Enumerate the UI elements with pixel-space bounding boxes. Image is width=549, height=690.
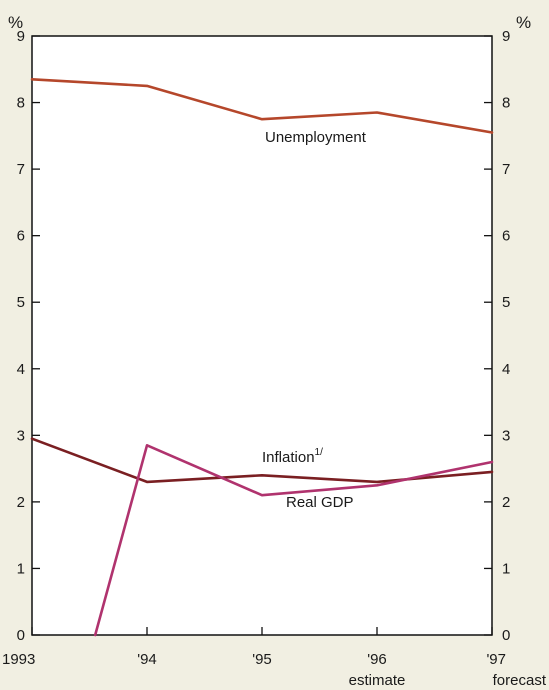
y-tick-label-left: 0: [17, 627, 25, 644]
y-tick-label-right: 0: [502, 627, 510, 644]
y-tick-label-left: 3: [17, 427, 25, 444]
y-tick-label-right: 6: [502, 228, 510, 245]
series-line-unemployment: [30, 78, 494, 134]
x-tick-label: '95: [252, 651, 272, 668]
plot-area: [31, 35, 493, 636]
x-tick-label: '97: [486, 651, 506, 668]
y-tick-label-right: 4: [502, 361, 510, 378]
y-tick-label-left: 1: [17, 560, 25, 577]
y-tick-label-left: 6: [17, 228, 25, 245]
series-label-unemployment: Unemployment: [265, 129, 367, 146]
x-tick-label: 1993: [2, 651, 35, 668]
y-tick-label-right: 8: [502, 95, 510, 112]
series-label-inflation: Inflation1/: [262, 447, 323, 466]
x-tick-label: '94: [137, 651, 157, 668]
y-tick-label-left: 5: [17, 294, 25, 311]
y-tick-label-left: 9: [17, 28, 25, 45]
left-unit-label: %: [8, 13, 23, 32]
y-tick-label-right: 1: [502, 560, 510, 577]
y-tick-label-right: 9: [502, 28, 510, 45]
y-tick-label-left: 8: [17, 95, 25, 112]
y-tick-label-left: 7: [17, 161, 25, 178]
series-label-real-gdp: Real GDP: [286, 494, 354, 511]
x-tick-label: '96: [367, 651, 387, 668]
x-tick-note: estimate: [349, 672, 406, 689]
y-tick-label-left: 4: [17, 361, 25, 378]
y-tick-label-right: 3: [502, 427, 510, 444]
y-tick-label-right: 5: [502, 294, 510, 311]
y-tick-label-left: 2: [17, 494, 25, 511]
y-tick-label-right: 2: [502, 494, 510, 511]
y-tick-label-right: 7: [502, 161, 510, 178]
x-tick-note: forecast: [493, 672, 547, 689]
right-unit-label: %: [516, 13, 531, 32]
series-line-real-gdp: [93, 443, 494, 637]
